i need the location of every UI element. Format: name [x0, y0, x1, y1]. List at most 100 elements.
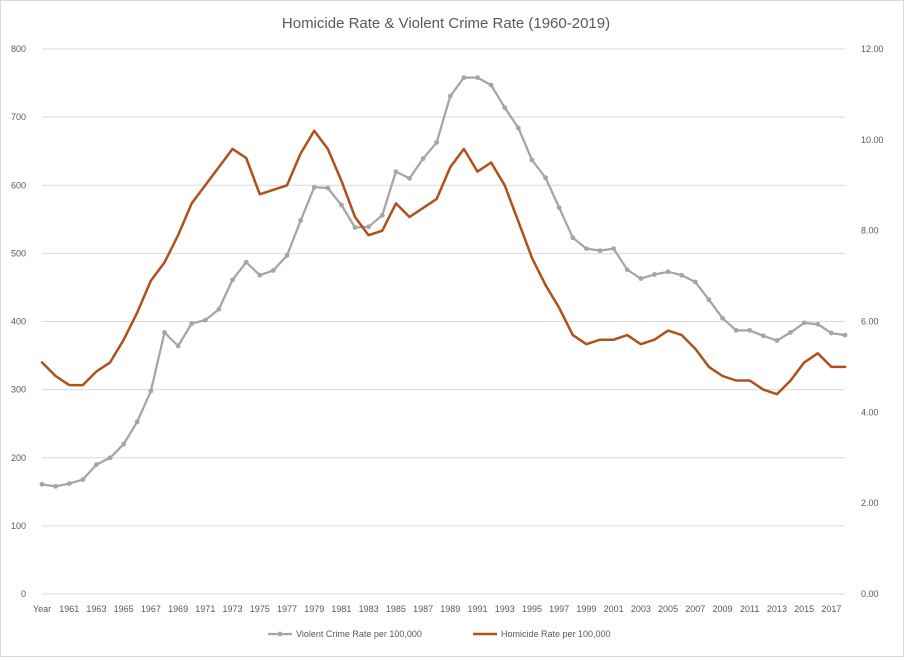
right-tick-label: 8.00	[861, 226, 879, 236]
right-axis-ticks: 0.00 2.00 4.00 6.00 8.00 10.00 12.00	[861, 44, 884, 599]
violent-crime-point	[679, 272, 685, 278]
violent-crime-point	[379, 212, 385, 218]
violent-crime-point	[202, 317, 208, 323]
violent-crime-point	[366, 224, 372, 230]
violent-crime-line	[40, 76, 847, 488]
violent-crime-point	[162, 330, 167, 335]
x-tick-label: 1997	[549, 604, 569, 614]
x-tick-label: 2001	[604, 604, 624, 614]
violent-crime-point	[393, 169, 399, 175]
x-tick-label: 1977	[277, 604, 297, 614]
x-tick-label: 1981	[331, 604, 351, 614]
violent-crime-point	[638, 276, 644, 281]
violent-crime-point	[760, 333, 766, 339]
violent-crime-point	[665, 269, 671, 275]
chart-title: Homicide Rate & Violent Crime Rate (1960…	[282, 15, 610, 32]
violent-crime-point	[189, 321, 195, 326]
left-tick-label: 700	[11, 112, 26, 122]
gridlines	[42, 48, 845, 595]
x-tick-label: 1975	[250, 604, 270, 614]
violent-crime-point	[53, 483, 59, 489]
left-tick-label: 200	[11, 453, 26, 463]
violent-crime-point	[298, 218, 303, 224]
violent-crime-point	[270, 268, 276, 273]
violent-crime-point	[461, 75, 467, 81]
violent-crime-point	[543, 175, 548, 181]
left-tick-label: 800	[11, 44, 26, 54]
x-tick-label: 1969	[168, 604, 188, 614]
violent-crime-point	[39, 481, 45, 487]
x-tick-label: 1983	[359, 604, 379, 614]
right-tick-label: 0.00	[861, 589, 879, 599]
left-tick-label: 600	[11, 180, 26, 190]
violent-crime-point	[230, 277, 235, 283]
violent-crime-point	[788, 330, 793, 335]
violent-crime-point	[243, 259, 249, 265]
violent-crime-point	[584, 246, 589, 252]
violent-crime-point	[624, 267, 630, 273]
x-tick-label: 2007	[685, 604, 705, 614]
violent-crime-point	[801, 320, 807, 326]
violent-crime-point	[80, 477, 86, 482]
x-tick-label: 2017	[821, 604, 841, 614]
x-tick-label: 2011	[740, 604, 759, 614]
violent-crime-point	[311, 184, 317, 190]
violent-crime-point	[94, 462, 99, 467]
violent-crime-point	[842, 332, 848, 338]
x-tick-label: 2015	[794, 604, 814, 614]
violent-crime-point	[434, 139, 440, 145]
violent-crime-point	[515, 125, 521, 131]
violent-crime-point	[107, 455, 113, 461]
violent-crime-point	[720, 315, 725, 321]
violent-crime-point	[488, 82, 494, 88]
violent-crime-point	[597, 248, 603, 254]
x-tick-label: 1993	[495, 604, 515, 614]
legend-homicide-label: Homicide Rate per 100,000	[501, 629, 611, 639]
x-tick-label: 1963	[86, 604, 106, 614]
left-tick-label: 100	[11, 521, 26, 531]
x-tick-label: 1989	[440, 604, 460, 614]
x-tick-label: 1985	[386, 604, 406, 614]
x-tick-label: 1973	[223, 604, 243, 614]
x-tick-label: 2005	[658, 604, 678, 614]
x-tick-label: 1987	[413, 604, 433, 614]
violent-crime-point	[652, 272, 657, 277]
violent-crime-point	[502, 105, 508, 110]
violent-crime-point	[148, 388, 154, 394]
legend-violent-crime-label: Violent Crime Rate per 100,000	[296, 629, 422, 639]
left-tick-label: 500	[11, 248, 26, 258]
x-tick-label: 2009	[712, 604, 732, 614]
violent-crime-point	[692, 279, 698, 285]
x-tick-label: 1999	[576, 604, 596, 614]
violent-crime-point	[420, 156, 426, 162]
violent-crime-point	[175, 343, 181, 349]
series-group	[39, 75, 848, 489]
violent-crime-point	[352, 225, 358, 230]
violent-crime-point	[747, 327, 753, 333]
x-tick-label: 1965	[114, 604, 134, 614]
x-tick-label: 1967	[141, 604, 161, 614]
x-tick-label: 1979	[304, 604, 324, 614]
violent-crime-point	[407, 176, 412, 181]
right-tick-label: 4.00	[861, 407, 879, 417]
violent-crime-point	[529, 157, 535, 163]
violent-crime-point	[774, 338, 780, 343]
left-tick-label: 0	[21, 589, 26, 599]
x-axis-ticks: Year 1961 1963 1965 1967 1969 1971 1973 1975 1977…	[33, 604, 841, 614]
right-tick-label: 6.00	[861, 317, 879, 327]
legend-violent-crime-marker	[277, 631, 283, 637]
legend: Violent Crime Rate per 100,000 Homicide R…	[268, 629, 611, 639]
x-tick-label: 1961	[59, 604, 79, 614]
violent-crime-point	[284, 253, 290, 258]
violent-crime-point	[66, 481, 72, 487]
right-tick-label: 12.00	[861, 44, 884, 54]
left-tick-label: 400	[11, 317, 26, 327]
x-tick-label: 1991	[468, 604, 488, 614]
violent-crime-point	[733, 327, 739, 333]
violent-crime-point	[475, 75, 480, 81]
left-tick-label: 300	[11, 385, 26, 395]
violent-crime-point	[611, 246, 617, 252]
violent-crime-point	[828, 330, 834, 336]
violent-crime-point	[121, 441, 127, 447]
